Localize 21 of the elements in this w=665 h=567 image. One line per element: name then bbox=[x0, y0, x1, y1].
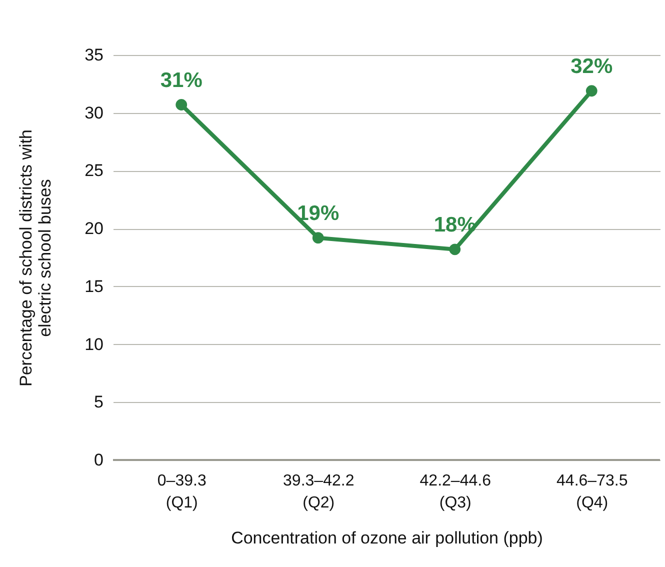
y-tick-label: 35 bbox=[84, 46, 104, 64]
y-tick-label: 5 bbox=[94, 392, 104, 412]
y-tick-label: 20 bbox=[84, 219, 104, 238]
x-tick-label: 44.6–73.5 (Q4) bbox=[556, 472, 628, 512]
y-tick-label: 10 bbox=[84, 334, 104, 354]
point bbox=[586, 85, 598, 97]
x-tick-label: 42.2–44.6 (Q3) bbox=[420, 472, 492, 512]
y-axis-title: Percentage of school districts with electric school buses bbox=[16, 129, 55, 387]
y-tick-label: 0 bbox=[94, 450, 104, 470]
x-tick-label: 39.3–42.2 (Q2) bbox=[283, 472, 354, 512]
data-label: 31% bbox=[160, 68, 203, 92]
point bbox=[449, 244, 461, 256]
point bbox=[312, 232, 324, 244]
data-label: 19% bbox=[297, 202, 340, 225]
point bbox=[176, 99, 188, 110]
y-tick-label: 15 bbox=[84, 276, 104, 296]
y-tick-label: 25 bbox=[84, 161, 104, 180]
x-axis-title: Concentration of ozone air pollution (ppb) bbox=[231, 528, 543, 548]
data-label: 32% bbox=[570, 54, 613, 78]
y-tick-label: 30 bbox=[84, 103, 104, 122]
x-tick-label: 0–39.3 (Q1) bbox=[157, 472, 206, 512]
